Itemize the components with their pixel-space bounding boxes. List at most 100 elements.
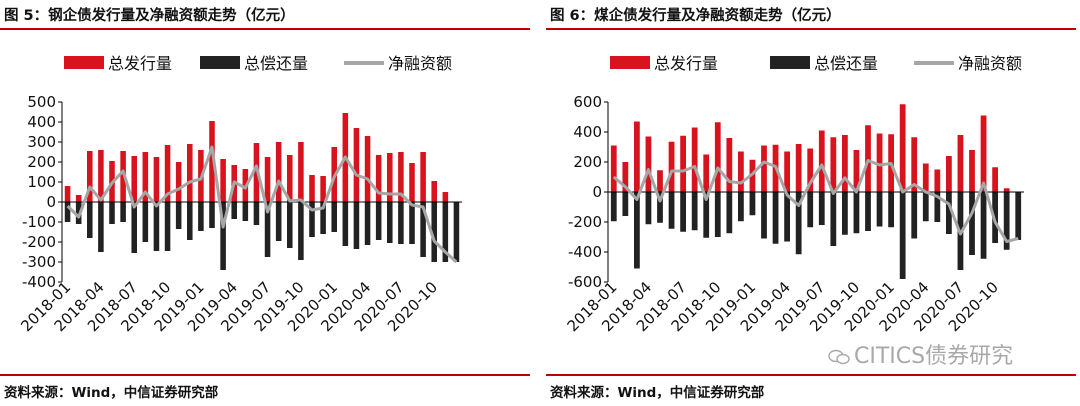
chart-coal: 总发行量 总偿还量 净融资额-600-400-20002004006002018-0…	[564, 54, 1024, 335]
bar-issuance	[164, 145, 171, 202]
y-tick-label: 100	[27, 173, 56, 191]
bar-repayment	[98, 202, 104, 252]
bar-repayment	[703, 192, 710, 238]
legend-repayment: 总偿还量	[770, 54, 878, 73]
line-net-financing	[612, 159, 1019, 243]
bar-repayment	[980, 192, 987, 259]
bar-issuance	[784, 151, 790, 192]
y-tick-label: 500	[27, 93, 56, 111]
bar-issuance	[680, 135, 686, 192]
y-tick-label: -400	[22, 273, 56, 291]
bar-issuance	[153, 157, 160, 202]
bar-repayment	[761, 192, 767, 239]
bar-issuance	[353, 128, 360, 202]
bar-issuance	[442, 192, 449, 202]
bar-repayment	[242, 202, 249, 221]
bar-issuance	[726, 138, 733, 192]
legend-swatch	[64, 56, 104, 69]
legend-label: 总发行量	[108, 54, 172, 73]
bar-repayment	[353, 202, 360, 249]
legend-swatch	[770, 56, 810, 69]
bar-issuance	[992, 167, 998, 192]
bar-issuance	[131, 156, 137, 202]
bar-issuance	[980, 115, 987, 192]
legend-label: 净融资额	[958, 54, 1022, 73]
bar-repayment	[714, 192, 721, 237]
bar-repayment	[387, 202, 393, 243]
bar-repayment	[142, 202, 149, 242]
bar-issuance	[75, 195, 82, 202]
bar-issuance	[610, 145, 617, 192]
bar-issuance	[275, 142, 282, 202]
bar-repayment	[784, 192, 790, 242]
y-tick-label: 200	[27, 153, 56, 171]
bar-issuance	[922, 163, 929, 192]
bar-repayment	[453, 202, 460, 262]
bar-repayment	[865, 192, 871, 231]
bar-repayment	[409, 202, 415, 244]
bar-repayment	[131, 202, 137, 253]
legend-issuance: 总发行量	[610, 54, 718, 73]
y-tick-label: -100	[22, 213, 56, 231]
bar-issuance	[87, 151, 93, 202]
bar-repayment	[888, 192, 894, 228]
bar-issuance	[622, 162, 629, 192]
bar-issuance	[98, 150, 104, 202]
legend-repayment: 总偿还量	[200, 54, 308, 73]
bar-repayment	[120, 202, 126, 222]
bar-repayment	[922, 192, 929, 222]
bar-issuance	[830, 137, 837, 192]
bar-repayment	[109, 202, 115, 224]
bar-issuance	[934, 169, 941, 192]
bar-issuance	[375, 155, 382, 202]
chart-panel-coal: 图 6：煤企债发行量及净融资额走势（亿元） 总发行量 总偿还量 净融资额 -600 -4…	[546, 0, 1076, 406]
bar-repayment	[668, 192, 675, 229]
bar-issuance	[795, 144, 802, 192]
bar-repayment	[911, 192, 918, 239]
legend-net-financing: 净融资额	[914, 54, 1022, 73]
y-tick-label: 0	[592, 183, 602, 201]
bar-repayment	[375, 202, 382, 240]
figure-title: 图 6：煤企债发行量及净融资额走势（亿元）	[550, 8, 841, 24]
bar-repayment	[320, 202, 326, 234]
bar-repayment	[899, 192, 906, 279]
bar-repayment	[87, 202, 93, 238]
bar-issuance	[220, 159, 226, 202]
bar-issuance	[853, 150, 860, 192]
y-tick-label: 600	[573, 93, 602, 111]
bar-repayment	[198, 202, 204, 231]
chart-panel-steel: 图 5：钢企债发行量及净融资额走势（亿元） 总发行量 总偿还量 净融资额 -400 -3…	[0, 0, 530, 406]
bar-issuance	[1003, 188, 1010, 192]
y-tick-label: 200	[573, 153, 602, 171]
bar-issuance	[309, 175, 315, 202]
bar-repayment	[342, 202, 349, 246]
bar-repayment	[309, 202, 315, 237]
bar-issuance	[957, 135, 964, 192]
source-note: 资料来源：Wind，中信证券研究部	[550, 385, 765, 401]
bar-repayment	[298, 202, 304, 260]
y-tick-label: 400	[27, 113, 56, 131]
y-tick-label: -200	[22, 233, 56, 251]
bar-repayment	[331, 202, 337, 232]
watermark-text: CITICS债券研究	[854, 344, 1014, 369]
bar-issuance	[364, 136, 371, 202]
bar-issuance	[807, 148, 814, 192]
bar-repayment	[842, 192, 848, 235]
bar-repayment	[209, 202, 215, 228]
bar-repayment	[153, 202, 160, 251]
bar-repayment	[187, 202, 193, 240]
bar-repayment	[231, 202, 237, 219]
legend-label: 总发行量	[654, 54, 718, 73]
bar-issuance	[703, 154, 710, 192]
y-tick-label: 300	[27, 133, 56, 151]
bar-issuance	[645, 136, 652, 192]
bar-issuance	[842, 135, 848, 192]
y-tick-label: -300	[22, 253, 56, 271]
figure-title: 图 5：钢企债发行量及净融资额走势（亿元）	[4, 8, 295, 24]
bar-issuance	[761, 145, 767, 192]
bar-issuance	[320, 176, 326, 202]
bar-repayment	[726, 192, 733, 234]
bar-repayment	[64, 202, 71, 222]
bar-repayment	[934, 192, 941, 222]
bar-repayment	[795, 192, 802, 255]
